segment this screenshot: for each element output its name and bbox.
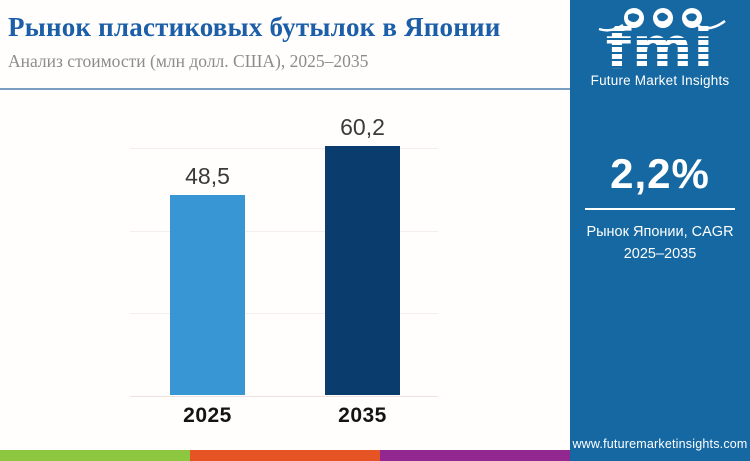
- plot-area: 48,5 2025 60,2 2035: [130, 114, 438, 427]
- fmi-wordmark: fmi: [570, 19, 750, 77]
- cagr-label: Рынок Японии, CAGR 2025–2035: [570, 222, 750, 266]
- stripe-purple-segment: [380, 450, 570, 461]
- stripe-orange-segment: [190, 450, 380, 461]
- globe-americas-icon: [624, 8, 644, 28]
- cagr-divider: [585, 208, 735, 210]
- website-link[interactable]: www.futuremarketinsights.com: [572, 437, 748, 451]
- gridline-0: [130, 396, 438, 397]
- cagr-label-line1: Рынок Японии, CAGR: [586, 224, 734, 240]
- globe-asia-icon: [682, 8, 702, 28]
- cagr-value: 2,2%: [610, 150, 710, 197]
- cagr-label-line2: 2025–2035: [623, 245, 697, 262]
- gridline-60: [130, 148, 438, 149]
- bar-2035: [325, 146, 400, 395]
- globe-europe-icon: [653, 8, 673, 28]
- swoosh-left-icon: [598, 23, 624, 32]
- page-title: Рынок пластиковых бутылок в Японии: [8, 12, 501, 42]
- gridline-20: [130, 313, 438, 315]
- cagr-block: 2,2% Рынок Японии, CAGR 2025–2035: [570, 150, 750, 266]
- globe-icons-row: [598, 8, 726, 32]
- footer-stripe: [0, 450, 570, 461]
- value-label-2035: 60,2: [340, 114, 385, 140]
- page-subtitle: Анализ стоимости (млн долл. США), 2025–2…: [8, 51, 369, 71]
- gridline-40: [130, 230, 438, 232]
- x-axis-label-2035: 2035: [338, 404, 387, 427]
- stripe-green-segment: [0, 450, 190, 461]
- value-label-2025: 48,5: [185, 163, 230, 189]
- swoosh-right-icon: [696, 19, 726, 30]
- x-axis-label-2025: 2025: [183, 404, 232, 427]
- header: Рынок пластиковых бутылок в Японии Анали…: [8, 12, 568, 72]
- bar-2025: [170, 195, 245, 395]
- header-divider: [0, 88, 570, 90]
- fmi-logo: fmi Future Market Insights: [570, 0, 750, 88]
- fmi-tagline: Future Market Insights: [590, 73, 730, 88]
- sidebar: fmi Future Market Insights 2,2% Рынок Яп…: [570, 0, 750, 461]
